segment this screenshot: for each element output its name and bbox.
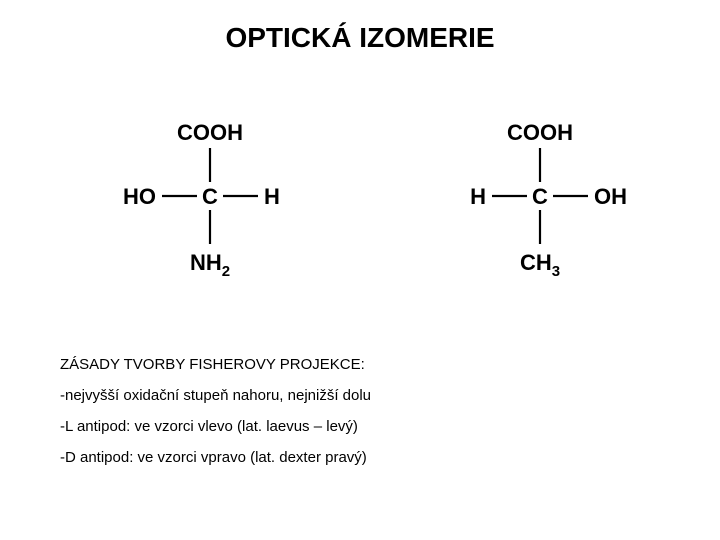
mol-right-right: OH bbox=[594, 184, 627, 209]
mol-left-left: HO bbox=[123, 184, 156, 209]
mol-right-top: COOH bbox=[507, 120, 573, 145]
molecule-right: COOH H C OH CH3 bbox=[430, 110, 650, 310]
rules-heading: ZÁSADY TVORBY FISHEROVY PROJEKCE: bbox=[60, 356, 660, 373]
rule-item: -nejvyšší oxidační stupeň nahoru, nejniž… bbox=[60, 387, 660, 404]
diagram-area: COOH HO C H NH2 COOH H C OH CH3 bbox=[0, 110, 720, 330]
mol-right-bottom-sub: 3 bbox=[552, 263, 560, 280]
mol-left-bottom: NH2 bbox=[190, 250, 230, 280]
rule-item: -L antipod: ve vzorci vlevo (lat. laevus… bbox=[60, 418, 660, 435]
mol-right-bottom: CH3 bbox=[520, 250, 560, 280]
molecule-left: COOH HO C H NH2 bbox=[100, 110, 320, 310]
mol-right-left: H bbox=[470, 184, 486, 209]
rules-block: ZÁSADY TVORBY FISHEROVY PROJEKCE: -nejvy… bbox=[60, 356, 660, 480]
mol-right-center: C bbox=[532, 184, 548, 209]
mol-left-top: COOH bbox=[177, 120, 243, 145]
mol-left-right: H bbox=[264, 184, 280, 209]
mol-left-center: C bbox=[202, 184, 218, 209]
rule-item: -D antipod: ve vzorci vpravo (lat. dexte… bbox=[60, 449, 660, 466]
mol-left-bottom-sub: 2 bbox=[222, 263, 230, 280]
page-title: OPTICKÁ IZOMERIE bbox=[0, 22, 720, 54]
